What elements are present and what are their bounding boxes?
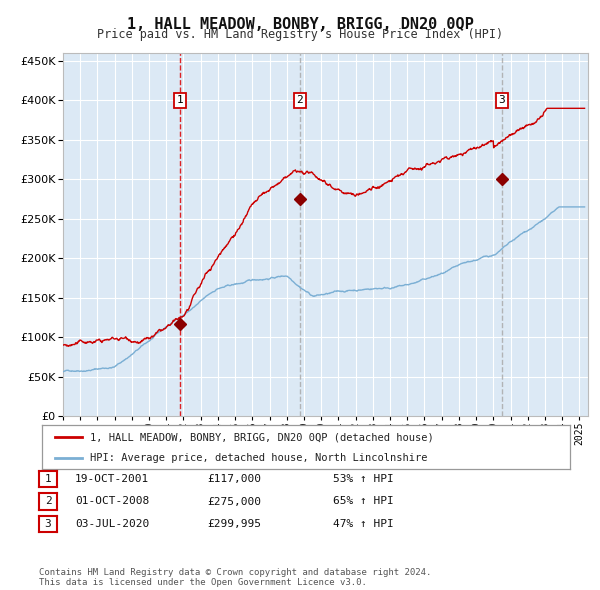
Text: 1, HALL MEADOW, BONBY, BRIGG, DN20 0QP: 1, HALL MEADOW, BONBY, BRIGG, DN20 0QP [127,17,473,31]
Text: 3: 3 [44,519,52,529]
Text: 1: 1 [44,474,52,484]
Text: 1: 1 [176,96,184,106]
Text: Contains HM Land Registry data © Crown copyright and database right 2024.
This d: Contains HM Land Registry data © Crown c… [39,568,431,587]
Text: 19-OCT-2001: 19-OCT-2001 [75,474,149,484]
Text: Price paid vs. HM Land Registry's House Price Index (HPI): Price paid vs. HM Land Registry's House … [97,28,503,41]
Text: £117,000: £117,000 [207,474,261,484]
Text: 3: 3 [499,96,505,106]
Text: 03-JUL-2020: 03-JUL-2020 [75,519,149,529]
Text: £275,000: £275,000 [207,497,261,506]
Text: HPI: Average price, detached house, North Lincolnshire: HPI: Average price, detached house, Nort… [89,453,427,463]
Text: 47% ↑ HPI: 47% ↑ HPI [333,519,394,529]
Text: 53% ↑ HPI: 53% ↑ HPI [333,474,394,484]
Text: 01-OCT-2008: 01-OCT-2008 [75,497,149,506]
Text: £299,995: £299,995 [207,519,261,529]
Text: 2: 2 [296,96,303,106]
Text: 65% ↑ HPI: 65% ↑ HPI [333,497,394,506]
Text: 1, HALL MEADOW, BONBY, BRIGG, DN20 0QP (detached house): 1, HALL MEADOW, BONBY, BRIGG, DN20 0QP (… [89,432,433,442]
Text: 2: 2 [44,497,52,506]
